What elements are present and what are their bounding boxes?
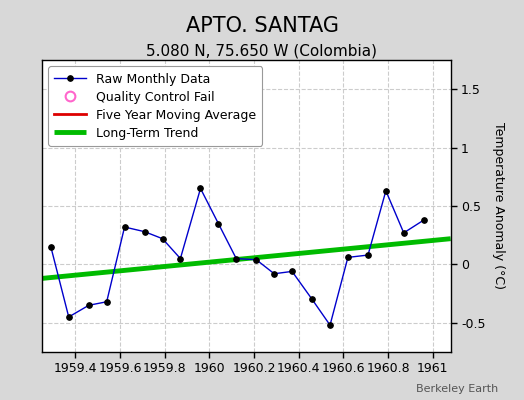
Y-axis label: Temperature Anomaly (°C): Temperature Anomaly (°C) xyxy=(492,122,505,290)
Raw Monthly Data xyxy=(253,257,259,262)
Legend: Raw Monthly Data, Quality Control Fail, Five Year Moving Average, Long-Term Tren: Raw Monthly Data, Quality Control Fail, … xyxy=(48,66,262,146)
Raw Monthly Data xyxy=(309,297,315,302)
Raw Monthly Data xyxy=(198,186,204,191)
Raw Monthly Data xyxy=(289,269,295,274)
Raw Monthly Data xyxy=(400,230,407,235)
Raw Monthly Data xyxy=(159,236,166,241)
Raw Monthly Data xyxy=(141,229,148,234)
Raw Monthly Data xyxy=(233,256,239,261)
Text: APTO. SANTAG: APTO. SANTAG xyxy=(185,16,339,36)
Raw Monthly Data xyxy=(327,323,333,328)
Raw Monthly Data xyxy=(122,225,128,230)
Raw Monthly Data xyxy=(383,188,389,193)
Raw Monthly Data xyxy=(66,314,72,319)
Raw Monthly Data xyxy=(271,271,277,276)
Raw Monthly Data xyxy=(421,218,427,222)
Raw Monthly Data xyxy=(48,244,54,249)
Raw Monthly Data xyxy=(215,221,222,226)
Text: 5.080 N, 75.650 W (Colombia): 5.080 N, 75.650 W (Colombia) xyxy=(147,44,377,59)
Raw Monthly Data xyxy=(104,299,110,304)
Raw Monthly Data xyxy=(86,303,92,308)
Raw Monthly Data xyxy=(345,255,351,260)
Line: Raw Monthly Data: Raw Monthly Data xyxy=(48,186,427,328)
Raw Monthly Data xyxy=(365,253,371,258)
Raw Monthly Data xyxy=(177,256,183,261)
Text: Berkeley Earth: Berkeley Earth xyxy=(416,384,498,394)
